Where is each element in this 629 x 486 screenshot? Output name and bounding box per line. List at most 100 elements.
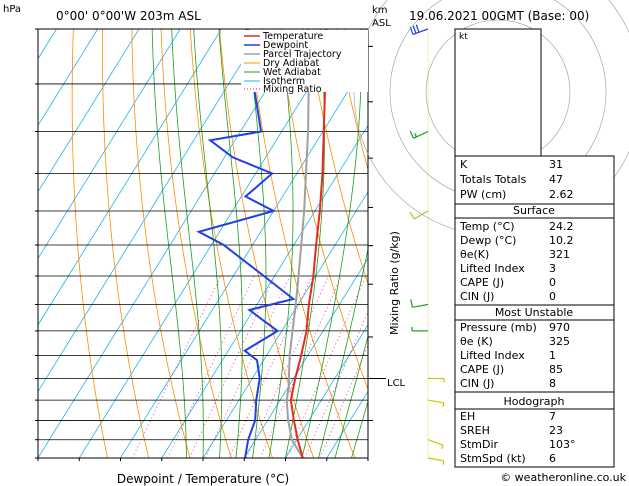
wind-barb (413, 210, 429, 220)
indices-table: K 31 Totals Totals 47 PW (cm) 2.62 Surfa… (454, 155, 615, 468)
legend-dewpoint: Dewpoint (263, 40, 308, 51)
wet-adiabat-line (193, 29, 223, 458)
lcl-label: LCL (387, 378, 406, 389)
wind-barb-flag (409, 130, 415, 139)
surface-lifted-index-label: Lifted Index (460, 262, 525, 275)
isotherm-line (285, 324, 368, 458)
parcel-trace (285, 29, 310, 458)
isotherm-line (38, 29, 57, 60)
pressure-unit-label: hPa (3, 4, 21, 15)
wind-barb-flag (442, 460, 445, 465)
eh-value: 7 (549, 410, 556, 423)
surface-box (454, 203, 615, 306)
pw-label: PW (cm) (460, 188, 506, 201)
isotherm-line (120, 58, 368, 458)
totals-totals-value: 47 (549, 173, 563, 186)
mixing-ratio-line (319, 344, 368, 458)
wet-adiabat-line (334, 334, 368, 458)
legend-parcel-trajectory: Parcel Trajectory (263, 49, 342, 60)
wind-barb-flag (409, 211, 415, 220)
wind-barb-flag (414, 133, 417, 138)
isotherm-line (38, 29, 222, 326)
surface-lifted-index-value: 3 (549, 262, 556, 275)
hodograph-unit: kt (459, 32, 468, 42)
hodograph-box (454, 28, 542, 157)
legend-dry-adiabat: Dry Adiabat (263, 58, 320, 69)
dewpoint-trace (196, 29, 296, 458)
mu-lifted-index-label: Lifted Index (460, 349, 525, 362)
mu-pressure-label: Pressure (mb) (460, 321, 537, 334)
surface-temp-value: 24.2 (549, 220, 574, 233)
isotherm-line (202, 191, 368, 458)
km-unit-label: km (372, 5, 388, 16)
wind-barb-flag (441, 444, 444, 450)
legend-mixing-ratio: Mixing Ratio (263, 84, 322, 95)
stmspd-value: 6 (549, 452, 556, 465)
wind-barb (427, 399, 444, 404)
isotherm-line (38, 29, 140, 193)
wind-barb (412, 28, 429, 36)
eh-label: EH (460, 410, 475, 423)
surface-cape-value: 0 (549, 276, 556, 289)
wind-barb-flag (412, 25, 417, 34)
isotherm-line (0, 29, 15, 458)
totals-totals-label: Totals Totals (459, 173, 527, 186)
x-axis-title: Dewpoint / Temperature (°C) (117, 472, 289, 486)
surface-dewp-label: Dewp (°C) (460, 234, 516, 247)
wind-barb (427, 457, 444, 462)
most-unstable-title: Most Unstable (495, 306, 574, 319)
isotherm-line (38, 29, 305, 458)
datetime-label: 19.06.2021 00GMT (Base: 00) (409, 9, 589, 23)
surface-title: Surface (513, 204, 555, 217)
surface-cape-label: CAPE (J) (460, 276, 504, 289)
dry-adiabat-line (102, 29, 150, 458)
wet-adiabat-line (351, 400, 368, 458)
sreh-label: SREH (460, 424, 490, 437)
mu-cin-value: 8 (549, 377, 556, 390)
hodograph-stats-box (454, 391, 615, 468)
top-indices-box (454, 155, 615, 205)
mixing-ratio-line (167, 275, 255, 458)
mu-thetae-value: 325 (549, 335, 570, 348)
mu-lifted-index-value: 1 (549, 349, 556, 362)
temperature-trace (289, 29, 328, 458)
stmdir-value: 103° (549, 438, 576, 451)
stmspd-label: StmSpd (kt) (460, 452, 526, 465)
wind-barb-flag (410, 299, 413, 308)
legend-temperature: Temperature (262, 31, 323, 42)
mu-cape-label: CAPE (J) (460, 363, 504, 376)
wind-barb (412, 303, 429, 308)
k-index-label: K (460, 158, 468, 171)
legend-isotherm: Isotherm (263, 76, 305, 87)
legend-wet-adiabat: Wet Adiabat (263, 67, 321, 78)
isotherm-line (78, 29, 346, 458)
isotherm-line (161, 124, 368, 458)
isotherm-line (38, 29, 99, 127)
mu-thetae-label: θe (K) (460, 335, 493, 348)
dry-adiabat-line (306, 29, 368, 285)
mu-cape-value: 85 (549, 363, 563, 376)
isotherm-line (38, 29, 264, 393)
wind-barb (427, 439, 444, 446)
sreh-value: 23 (549, 424, 563, 437)
dry-adiabat-line (336, 29, 368, 172)
mu-pressure-value: 970 (549, 321, 570, 334)
legend: Temperature Dewpoint Parcel Trajectory D… (241, 30, 368, 95)
surface-thetae-value: 321 (549, 248, 570, 261)
mixing-ratio-axis-title: Mixing Ratio (g/kg) (388, 231, 401, 335)
pw-value: 2.62 (549, 188, 574, 201)
asl-unit-label: ASL (372, 18, 391, 29)
surface-thetae-label: θe(K) (460, 248, 489, 261)
surface-dewp-value: 10.2 (549, 234, 574, 247)
k-index-value: 31 (549, 158, 563, 171)
hodograph-stats-title: Hodograph (504, 395, 565, 408)
surface-cin-label: CIN (J) (460, 290, 494, 303)
mixing-ratio-line (228, 275, 313, 458)
mu-cin-label: CIN (J) (460, 377, 494, 390)
copyright: © weatheronline.co.uk (500, 471, 626, 484)
location-label: 0°00' 0°00'W 203m ASL (56, 9, 201, 23)
isotherm-line (38, 29, 181, 260)
stmdir-label: StmDir (460, 438, 499, 451)
